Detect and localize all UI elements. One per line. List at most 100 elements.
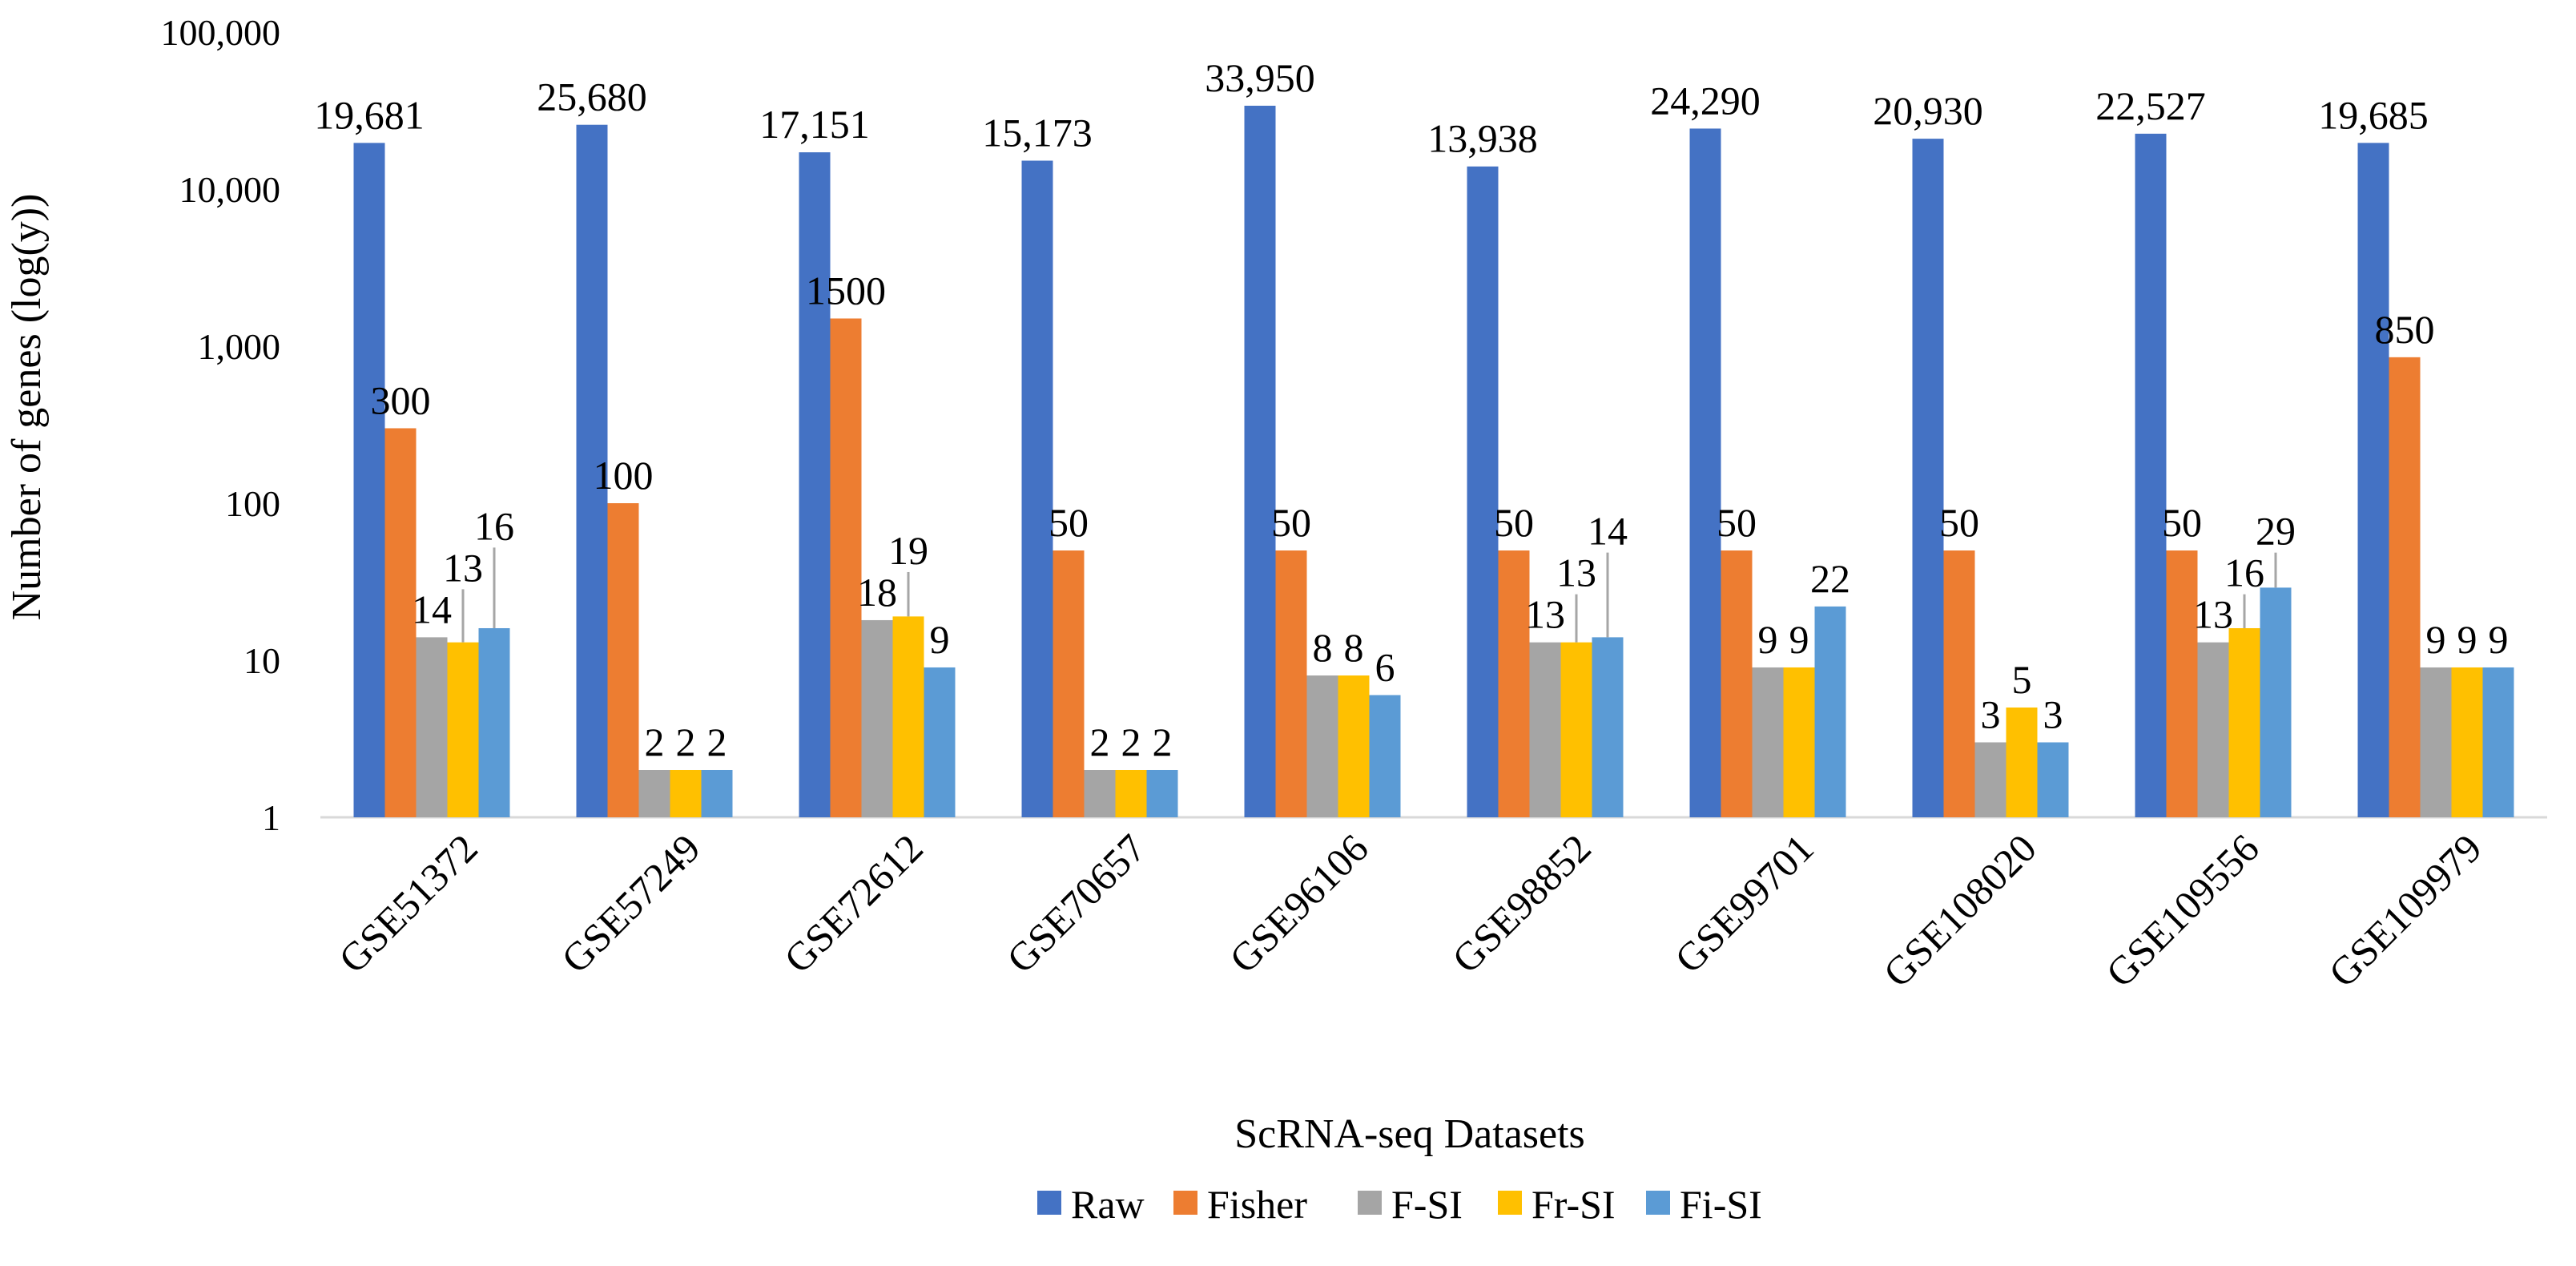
bar-raw: [1467, 166, 1499, 818]
data-label-fisher: 300: [371, 377, 431, 422]
bar-raw: [2135, 133, 2167, 818]
data-label-fisher: 850: [2375, 307, 2435, 352]
bar-fi-si: [1146, 769, 1178, 817]
data-label-raw: 13,938: [1427, 116, 1538, 161]
data-label-fisher: 50: [1939, 500, 1979, 545]
legend-item-fr-si: Fr-SI: [1498, 1182, 1616, 1227]
bar-fisher: [384, 428, 417, 817]
data-label-fisher: 50: [2162, 500, 2202, 545]
data-label-fr-si: 19: [888, 528, 928, 573]
bar-fr-si: [1560, 642, 1592, 817]
x-category-label: GSE51372: [330, 825, 486, 982]
data-label-raw: 20,930: [1873, 88, 1983, 133]
data-label-f-si: 13: [2193, 592, 2233, 637]
data-label-f-si: 13: [1525, 592, 1565, 637]
bar-raw: [1689, 128, 1721, 818]
legend: Raw Fisher F-SI Fr-SI Fi-SI: [1037, 1182, 1762, 1227]
bar-raw: [353, 143, 385, 817]
data-label-fisher: 50: [1717, 500, 1757, 545]
data-label-fisher: 100: [594, 453, 654, 498]
legend-item-raw: Raw: [1037, 1182, 1145, 1227]
bar-fi-si: [1592, 637, 1624, 817]
x-category-label: GSE108020: [1874, 825, 2044, 995]
bar-f-si: [1306, 675, 1338, 817]
bars: [353, 105, 2514, 818]
data-label-raw: 22,527: [2095, 83, 2206, 128]
data-label-f-si: 18: [857, 570, 897, 615]
data-label-f-si: 2: [645, 720, 665, 764]
data-label-fisher: 50: [1049, 500, 1089, 545]
bar-fi-si: [2037, 742, 2069, 817]
data-label-fi-si: 22: [1810, 556, 1850, 601]
x-category-label: GSE98852: [1443, 825, 1600, 982]
bar-fr-si: [1115, 769, 1147, 817]
bar-raw: [2357, 143, 2389, 817]
bar-fi-si: [1814, 606, 1846, 817]
bar-raw: [799, 152, 831, 817]
data-label-raw: 17,151: [759, 102, 870, 147]
y-axis-title: Number of genes (log(y)): [4, 194, 50, 621]
data-label-fi-si: 2: [1153, 720, 1173, 764]
bar-fisher: [1943, 550, 1975, 817]
data-label-fr-si: 13: [1556, 550, 1596, 595]
legend-label: F-SI: [1391, 1182, 1463, 1227]
legend-item-fisher: Fisher: [1173, 1182, 1307, 1227]
bar-fisher: [830, 318, 862, 818]
data-label-fr-si: 8: [1344, 625, 1364, 670]
legend-label: Fr-SI: [1532, 1182, 1616, 1227]
x-category-label: GSE109979: [2320, 825, 2489, 995]
bar-fi-si: [478, 627, 510, 817]
data-label-fi-si: 16: [474, 503, 514, 548]
bar-fisher: [1275, 550, 1307, 817]
y-tick-label: 100: [225, 483, 280, 524]
data-label-f-si: 2: [1090, 720, 1110, 764]
data-label-fr-si: 2: [676, 720, 696, 764]
bar-fr-si: [447, 642, 479, 817]
bar-fi-si: [2260, 587, 2292, 817]
bar-fi-si: [701, 769, 733, 817]
data-label-f-si: 3: [1981, 691, 2001, 736]
data-label-fr-si: 9: [1789, 617, 1809, 662]
legend-swatch: [1358, 1191, 1382, 1215]
data-label-fisher: 50: [1271, 500, 1311, 545]
bar-f-si: [1529, 642, 1561, 817]
data-label-raw: 33,950: [1205, 55, 1315, 100]
bar-fisher: [1498, 550, 1530, 817]
data-label-fisher: 1500: [806, 268, 886, 312]
data-label-fi-si: 2: [707, 720, 727, 764]
bar-raw: [1244, 105, 1276, 818]
x-category-label: GSE72612: [775, 825, 932, 982]
x-category-label: GSE96106: [1221, 825, 1377, 982]
bar-f-si: [1752, 667, 1784, 817]
bar-fi-si: [2482, 667, 2514, 817]
bar-fr-si: [1783, 667, 1815, 817]
data-label-fi-si: 6: [1375, 644, 1395, 689]
bar-f-si: [1084, 769, 1116, 817]
y-tick-label: 100,000: [161, 12, 281, 53]
legend-label: Fi-SI: [1680, 1182, 1762, 1227]
legend-label: Raw: [1071, 1182, 1145, 1227]
bar-fisher: [2389, 357, 2421, 818]
data-label-fr-si: 13: [443, 545, 483, 590]
bar-f-si: [2420, 667, 2452, 817]
data-label-fi-si: 3: [2043, 691, 2063, 736]
bar-raw: [1912, 139, 1944, 818]
legend-swatch: [1173, 1191, 1197, 1215]
data-label-raw: 19,685: [2318, 92, 2429, 137]
bar-f-si: [638, 769, 670, 817]
data-label-f-si: 9: [2426, 617, 2446, 662]
data-label-fr-si: 2: [1121, 720, 1141, 764]
data-label-fisher: 50: [1494, 500, 1534, 545]
bar-fr-si: [2451, 667, 2483, 817]
data-label-f-si: 14: [412, 587, 452, 631]
data-label-raw: 24,290: [1650, 78, 1761, 123]
data-label-raw: 19,681: [314, 92, 425, 137]
data-label-fr-si: 9: [2457, 617, 2477, 662]
bar-f-si: [2197, 642, 2229, 817]
bar-f-si: [861, 619, 893, 817]
y-tick-label: 10: [244, 640, 280, 681]
x-category-label: GSE99701: [1666, 825, 1822, 982]
x-category-label: GSE57249: [553, 825, 709, 982]
